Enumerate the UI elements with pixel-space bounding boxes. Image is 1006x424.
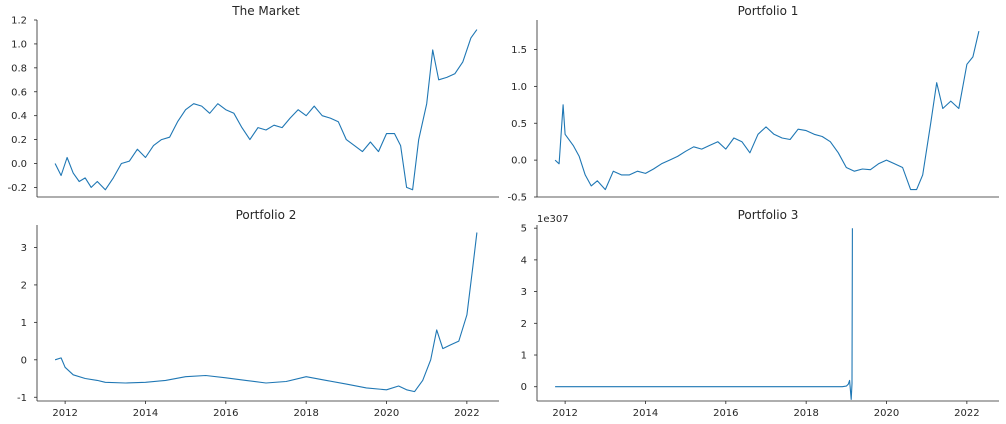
y-tick-label: 1.5	[511, 45, 527, 56]
x-tick-label: 2022	[954, 408, 979, 419]
x-tick-label: 2018	[793, 408, 818, 419]
y-tick-label: -0.2	[7, 183, 27, 194]
chart-title: Portfolio 2	[236, 208, 297, 222]
series-line	[54, 232, 478, 393]
y-tick-label: 0.0	[511, 156, 527, 167]
series-line	[554, 30, 980, 191]
y-tick-label: 0.0	[11, 159, 27, 170]
x-tick-label: 2016	[713, 408, 738, 419]
y-tick-label: 0.5	[511, 119, 527, 130]
y-ticks: 0 1 2 3 4 5	[521, 224, 537, 393]
panel-portfolio-1: Portfolio 1 -0.5 0.0 0.5 1.0 1.5	[507, 4, 999, 204]
y-tick-label: 1.2	[11, 16, 27, 27]
x-tick-label: 2022	[454, 408, 479, 419]
x-tick-label: 2012	[52, 408, 77, 419]
y-tick-label: 1.0	[511, 82, 527, 93]
x-tick-label: 2014	[633, 408, 658, 419]
y-tick-label: 1	[521, 351, 527, 362]
x-tick-label: 2020	[874, 408, 899, 419]
x-tick-label: 2012	[552, 408, 577, 419]
y-tick-label: 0.6	[11, 87, 27, 98]
y-tick-label: 0.8	[11, 63, 27, 74]
y-tick-label: 5	[521, 224, 527, 235]
chart-title: Portfolio 1	[738, 4, 799, 18]
y-tick-label: 4	[521, 255, 527, 266]
x-tick-label: 2020	[374, 408, 399, 419]
y-tick-label: 0	[21, 355, 27, 366]
series-line	[54, 29, 478, 191]
y-ticks: -0.5 0.0 0.5 1.0 1.5	[507, 45, 537, 204]
y-tick-label: 3	[521, 287, 527, 298]
series-line	[555, 228, 853, 400]
x-tick-label: 2018	[293, 408, 318, 419]
x-tick-label: 2016	[213, 408, 238, 419]
y-tick-label: 3	[21, 243, 27, 254]
y-ticks: -1 0 1 2 3	[17, 243, 37, 404]
x-ticks: 2012 2014 2016 2018 2020 2022	[552, 401, 980, 419]
panel-the-market: The Market -0.2 0.0 0.2 0.4 0.6 0.8 1.0 1.2	[7, 4, 499, 198]
y-tick-label: -0.5	[507, 193, 527, 204]
y-tick-label: 0	[521, 382, 527, 393]
chart-title: The Market	[231, 4, 300, 18]
y-ticks: -0.2 0.0 0.2 0.4 0.6 0.8 1.0 1.2	[7, 16, 37, 194]
y-tick-label: 2	[521, 319, 527, 330]
y-offset-text: 1e307	[537, 214, 569, 225]
x-ticks: 2012 2014 2016 2018 2020 2022	[52, 401, 480, 419]
y-tick-label: 0.2	[11, 135, 27, 146]
chart-title: Portfolio 3	[738, 208, 799, 222]
x-tick-label: 2014	[133, 408, 158, 419]
y-tick-label: -1	[17, 393, 27, 404]
y-tick-label: 1.0	[11, 39, 27, 50]
y-tick-label: 0.4	[11, 111, 27, 122]
y-tick-label: 1	[21, 318, 27, 329]
y-tick-label: 2	[21, 280, 27, 291]
